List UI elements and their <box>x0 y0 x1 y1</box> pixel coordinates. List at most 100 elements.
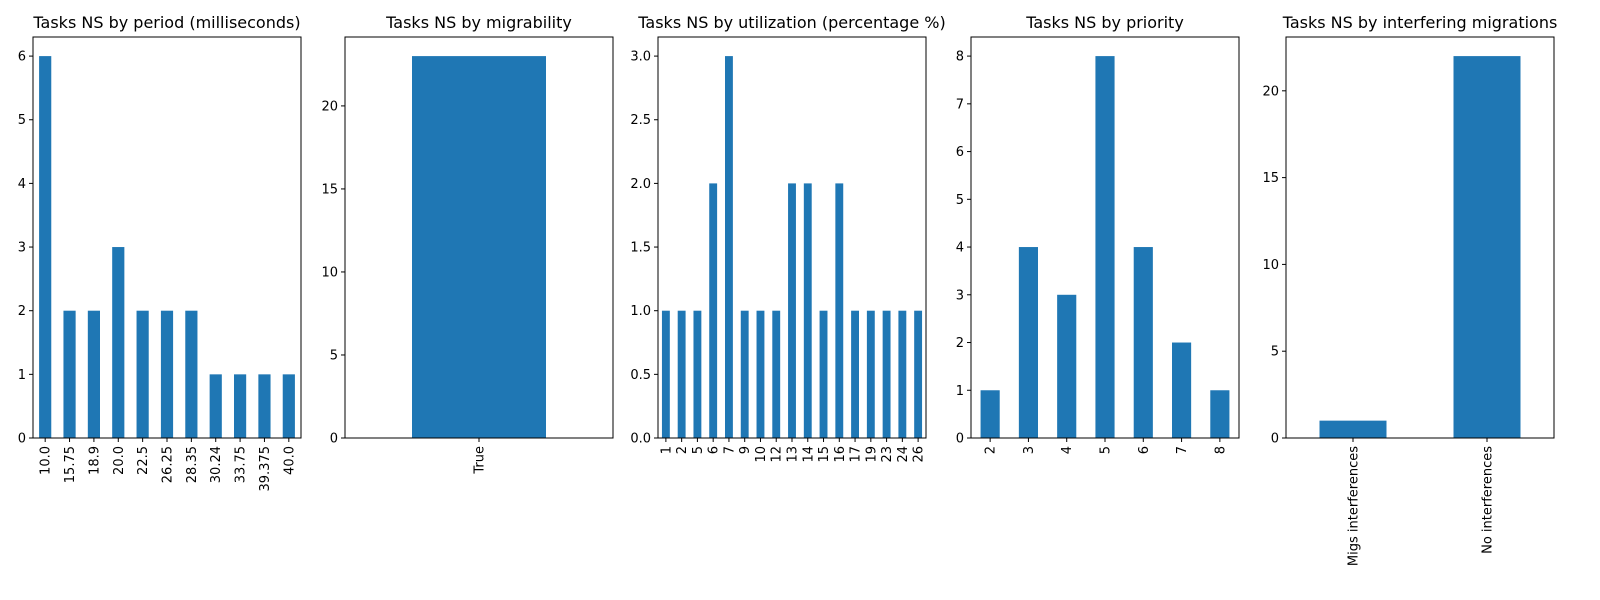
y-tick-label: 0 <box>330 432 338 447</box>
y-tick-label: 20 <box>321 99 338 114</box>
x-tick-label: 9 <box>738 446 753 454</box>
y-tick-label: 3 <box>18 241 26 256</box>
x-tick-label: 28.35 <box>185 446 200 483</box>
x-tick-label: 24 <box>896 446 911 463</box>
x-tick-label: 40.0 <box>282 446 297 475</box>
x-tick-label: 6 <box>1137 446 1152 454</box>
y-tick-label: 10 <box>1262 258 1279 273</box>
bar-40.0 <box>282 374 295 438</box>
y-tick-label: 1.0 <box>630 304 651 319</box>
bar-10.0 <box>39 56 52 438</box>
y-tick-label: 15 <box>1262 171 1279 186</box>
y-tick-label: 20 <box>1262 84 1279 99</box>
x-tick-label: 2 <box>984 446 999 454</box>
chart-title: Tasks NS by utilization (percentage %) <box>637 13 945 32</box>
y-tick-label: 15 <box>321 182 338 197</box>
x-tick-label: 39.375 <box>258 446 273 492</box>
y-tick-label: 2 <box>956 336 964 351</box>
chart-2: Tasks NS by migrability 0 5 10 15 20 True <box>321 13 614 475</box>
chart-title: Tasks NS by interfering migrations <box>1282 13 1558 32</box>
x-tick-label: 6 <box>707 446 722 454</box>
bar-2 <box>677 310 686 438</box>
x-tick-label: 15.75 <box>63 446 78 483</box>
x-tick-label: 12 <box>770 446 785 463</box>
x-tick-label: 1 <box>659 446 674 454</box>
x-tick-label: 26.25 <box>161 446 176 483</box>
y-tick-label: 0 <box>956 432 964 447</box>
bar-19 <box>866 310 875 438</box>
chart-title: Tasks NS by period (milliseconds) <box>32 13 300 32</box>
bar-6 <box>1133 247 1153 438</box>
bar-3 <box>1018 247 1038 438</box>
chart-title: Tasks NS by migrability <box>385 13 572 32</box>
bar-20.0 <box>112 247 125 438</box>
y-tick-label: 8 <box>956 50 964 65</box>
x-tick-label: 23 <box>880 446 895 463</box>
bar-30.24 <box>209 374 222 438</box>
bar-15.75 <box>63 310 76 438</box>
x-tick-label: 2 <box>675 446 690 454</box>
chart-title: Tasks NS by priority <box>1025 13 1184 32</box>
bar-33.75 <box>234 374 247 438</box>
bar-10 <box>756 310 765 438</box>
y-tick-label: 4 <box>956 241 964 256</box>
bar-True <box>412 56 546 438</box>
x-tick-label: 20.0 <box>112 446 127 475</box>
bar-24 <box>898 310 907 438</box>
y-tick-label: 5 <box>330 348 338 363</box>
bar-No interferences <box>1453 56 1521 438</box>
y-tick-label: 2 <box>18 304 26 319</box>
y-tick-label: 0.0 <box>630 432 651 447</box>
x-tick-label: 33.75 <box>234 446 249 483</box>
y-tick-label: 5 <box>956 193 964 208</box>
y-tick-label: 7 <box>956 97 964 112</box>
x-tick-label: 19 <box>864 446 879 463</box>
y-tick-label: 0.5 <box>630 368 651 383</box>
x-tick-label: 13 <box>786 446 801 463</box>
plot-frame <box>1285 36 1555 439</box>
x-tick-label: 15 <box>817 446 832 463</box>
bar-6 <box>709 183 718 438</box>
bar-13 <box>788 183 796 438</box>
bar-8 <box>1210 390 1230 438</box>
x-tick-label: 7 <box>1175 446 1190 454</box>
bar-7 <box>1172 342 1192 438</box>
x-tick-label: 30.24 <box>209 446 224 483</box>
bar-16 <box>835 183 844 438</box>
chart-5: Tasks NS by interfering migrations 0 5 10 15… <box>1262 13 1557 566</box>
y-tick-label: 2.5 <box>630 113 651 128</box>
y-tick-label: 5 <box>1271 345 1279 360</box>
x-tick-label: 8 <box>1213 446 1228 454</box>
y-tick-label: 10 <box>321 265 338 280</box>
y-tick-label: 4 <box>18 177 26 192</box>
y-tick-label: 1 <box>956 384 964 399</box>
x-tick-label: 26 <box>912 446 927 463</box>
x-tick-label: Migs interferences <box>1347 446 1362 566</box>
bar-22.5 <box>136 310 149 438</box>
y-tick-label: 1.5 <box>630 241 651 256</box>
x-tick-label: No interferences <box>1481 446 1496 554</box>
chart-3: Tasks NS by utilization (percentage %) 0.… <box>630 13 945 463</box>
x-tick-label: 3 <box>1022 446 1037 454</box>
bar-Migs interferences <box>1319 420 1387 438</box>
x-tick-label: 22.5 <box>136 446 151 475</box>
bar-4 <box>1057 294 1077 438</box>
x-tick-label: 10.0 <box>39 446 54 475</box>
bar-28.35 <box>185 310 198 438</box>
y-tick-label: 6 <box>18 50 26 65</box>
chart-4: Tasks NS by priority 0 1 2 3 4 5 6 7 8 2 3 4 5 6 7 8 <box>956 13 1240 454</box>
y-tick-label: 0 <box>18 432 26 447</box>
bar-5 <box>693 310 702 438</box>
x-tick-label: 16 <box>833 446 848 463</box>
y-tick-label: 1 <box>18 368 26 383</box>
y-tick-label: 5 <box>18 113 26 128</box>
bar-2 <box>980 390 1000 438</box>
bar-23 <box>882 310 891 438</box>
bar-39.375 <box>258 374 271 438</box>
bar-14 <box>803 183 812 438</box>
chart-1: Tasks NS by period (milliseconds) 0 1 2 3 4 5 6… <box>18 13 302 492</box>
x-tick-label: True <box>473 446 488 475</box>
bar-7 <box>725 56 733 438</box>
bar-26.25 <box>160 310 174 438</box>
